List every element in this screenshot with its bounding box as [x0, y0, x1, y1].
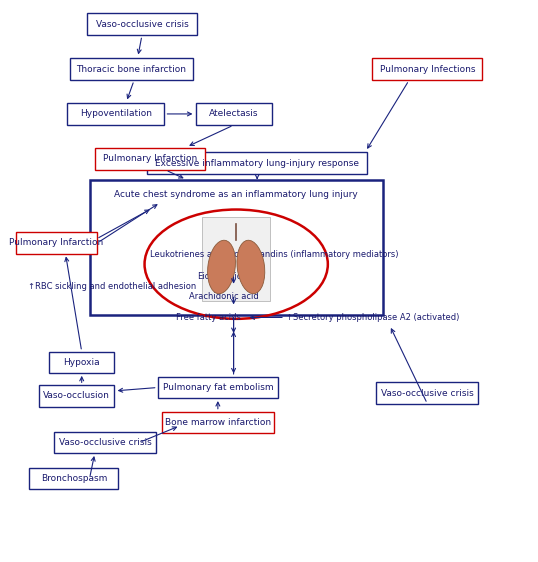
FancyBboxPatch shape — [376, 383, 478, 404]
FancyBboxPatch shape — [372, 58, 483, 80]
FancyBboxPatch shape — [49, 352, 115, 373]
Text: Vaso-occlusive crisis: Vaso-occlusive crisis — [59, 438, 152, 447]
FancyBboxPatch shape — [202, 216, 270, 301]
FancyBboxPatch shape — [87, 13, 197, 35]
Text: Free fatty acids: Free fatty acids — [176, 313, 241, 322]
Text: Pulmonary Infections: Pulmonary Infections — [380, 65, 475, 74]
Text: ↑Secretory phospholipase A2 (activated): ↑Secretory phospholipase A2 (activated) — [286, 313, 459, 322]
FancyBboxPatch shape — [161, 411, 274, 433]
FancyBboxPatch shape — [89, 180, 383, 315]
Text: Bone marrow infarction: Bone marrow infarction — [165, 418, 271, 427]
Text: Eicosanoids: Eicosanoids — [197, 272, 246, 281]
FancyBboxPatch shape — [67, 103, 164, 125]
Text: Acute chest syndrome as an inflammatory lung injury: Acute chest syndrome as an inflammatory … — [114, 190, 358, 199]
Text: Hypoxia: Hypoxia — [63, 358, 100, 367]
FancyBboxPatch shape — [158, 377, 278, 398]
FancyBboxPatch shape — [54, 432, 157, 453]
FancyBboxPatch shape — [70, 58, 193, 80]
FancyBboxPatch shape — [16, 232, 97, 253]
FancyBboxPatch shape — [39, 386, 115, 406]
Text: Vaso-occlusion: Vaso-occlusion — [43, 391, 110, 401]
Text: Vaso-occlusive crisis: Vaso-occlusive crisis — [96, 20, 188, 29]
Ellipse shape — [208, 241, 236, 294]
Text: Atelectasis: Atelectasis — [209, 110, 258, 119]
Ellipse shape — [237, 241, 265, 294]
FancyBboxPatch shape — [196, 103, 272, 125]
FancyBboxPatch shape — [30, 468, 118, 489]
Text: Vaso-occlusive crisis: Vaso-occlusive crisis — [381, 388, 473, 398]
Text: Arachidonic acid: Arachidonic acid — [189, 292, 259, 301]
Text: Pulmonary Infarction: Pulmonary Infarction — [10, 238, 104, 247]
Text: Hypoventilation: Hypoventilation — [80, 110, 152, 119]
FancyBboxPatch shape — [95, 148, 205, 170]
Text: Leukotrienes and prostaglandins (inflammatory mediators): Leukotrienes and prostaglandins (inflamm… — [150, 250, 398, 259]
Text: ↑RBC sickling and endothelial adhesion: ↑RBC sickling and endothelial adhesion — [29, 282, 196, 291]
FancyBboxPatch shape — [147, 152, 367, 174]
Text: Pulmonary fat embolism: Pulmonary fat embolism — [162, 383, 273, 392]
Text: Bronchospasm: Bronchospasm — [41, 474, 107, 483]
Text: Excessive inflammatory lung-injury response: Excessive inflammatory lung-injury respo… — [155, 159, 359, 168]
Text: Thoracic bone infarction: Thoracic bone infarction — [76, 65, 187, 74]
Text: Pulmonary Infarction: Pulmonary Infarction — [103, 155, 197, 164]
